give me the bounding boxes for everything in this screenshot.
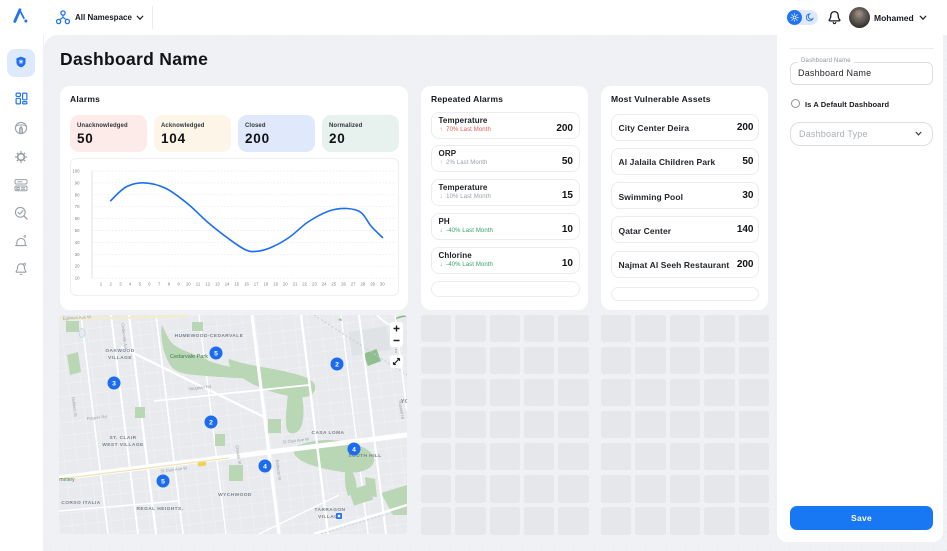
svg-text:30: 30	[380, 282, 385, 287]
svg-text:28: 28	[361, 282, 366, 287]
svg-text:27: 27	[351, 282, 356, 287]
svg-text:50: 50	[75, 228, 80, 233]
svg-text:22: 22	[302, 282, 307, 287]
svg-text:2: 2	[110, 282, 113, 287]
svg-text:CORSO ITALIA: CORSO ITALIA	[61, 500, 101, 506]
svg-text:4: 4	[129, 282, 132, 287]
svg-text:Vaughan Rd: Vaughan Rd	[188, 384, 212, 391]
svg-text:60: 60	[75, 216, 80, 221]
svg-text:St Clair Ave W: St Clair Ave W	[282, 436, 309, 444]
svg-text:Dufferin St: Dufferin St	[71, 397, 78, 418]
svg-text:12: 12	[205, 282, 210, 287]
svg-text:WYCHWOOD: WYCHWOOD	[218, 492, 252, 498]
svg-text:8: 8	[168, 282, 171, 287]
svg-text:90: 90	[75, 180, 80, 185]
svg-text:Bathurst St: Bathurst St	[275, 459, 283, 481]
svg-text:21: 21	[293, 282, 298, 287]
svg-text:10: 10	[186, 282, 191, 287]
svg-text:TARRAGON: TARRAGON	[315, 507, 346, 513]
svg-text:VILLAGE: VILLAGE	[318, 514, 342, 520]
svg-text:6: 6	[148, 282, 151, 287]
svg-text:15: 15	[234, 282, 239, 287]
svg-text:17: 17	[254, 282, 259, 287]
svg-text:3: 3	[112, 380, 116, 387]
svg-text:4: 4	[263, 463, 267, 470]
svg-text:Cedarvale Ave: Cedarvale Ave	[120, 323, 128, 351]
svg-text:11: 11	[196, 282, 201, 287]
svg-text:80: 80	[75, 192, 80, 197]
svg-text:19: 19	[273, 282, 278, 287]
svg-text:WEST VILLAGE: WEST VILLAGE	[102, 442, 144, 448]
svg-text:18: 18	[264, 282, 269, 287]
svg-text:20: 20	[75, 264, 80, 269]
svg-text:Cemetery: Cemetery	[59, 477, 75, 483]
svg-text:2: 2	[209, 419, 213, 426]
svg-text:ST. CLAIR: ST. CLAIR	[110, 435, 137, 441]
svg-text:Rogers Rd: Rogers Rd	[87, 414, 108, 421]
svg-text:VILLAGE: VILLAGE	[108, 355, 132, 361]
svg-text:5: 5	[214, 350, 218, 357]
svg-text:St Clair Ave W: St Clair Ave W	[160, 465, 187, 473]
svg-text:1: 1	[100, 282, 103, 287]
svg-text:SOUTH HILL: SOUTH HILL	[348, 453, 381, 459]
svg-text:14: 14	[225, 282, 230, 287]
svg-text:Cedarvale Park: Cedarvale Park	[170, 354, 208, 360]
svg-text:24: 24	[322, 282, 327, 287]
svg-text:70: 70	[75, 204, 80, 209]
svg-text:5: 5	[161, 478, 165, 485]
svg-text:Russell Hl: Russell Hl	[398, 400, 406, 419]
svg-text:13: 13	[215, 282, 220, 287]
svg-text:40: 40	[75, 240, 80, 245]
svg-text:Christie St: Christie St	[234, 445, 242, 466]
svg-text:HUMEWOOD-CEDARVALE: HUMEWOOD-CEDARVALE	[175, 333, 244, 339]
svg-text:4: 4	[352, 446, 356, 453]
svg-text:30: 30	[75, 252, 80, 257]
svg-text:OAKWOOD: OAKWOOD	[105, 348, 134, 354]
svg-text:16: 16	[244, 282, 249, 287]
svg-text:29: 29	[370, 282, 375, 287]
svg-text:CASA LOMA: CASA LOMA	[312, 430, 345, 436]
svg-text:2: 2	[335, 361, 339, 368]
svg-text:25: 25	[331, 282, 336, 287]
svg-text:Eglinton Ave W: Eglinton Ave W	[63, 315, 92, 321]
svg-text:YON: YON	[401, 399, 407, 405]
svg-text:23: 23	[312, 282, 317, 287]
svg-text:100: 100	[72, 169, 80, 174]
svg-text:9: 9	[177, 282, 180, 287]
svg-text:REGAL HEIGHTS.: REGAL HEIGHTS.	[137, 506, 184, 512]
svg-text:7: 7	[158, 282, 161, 287]
svg-text:20: 20	[283, 282, 288, 287]
svg-text:3: 3	[119, 282, 122, 287]
svg-text:5: 5	[139, 282, 142, 287]
svg-text:26: 26	[341, 282, 346, 287]
svg-text:10: 10	[75, 276, 80, 281]
